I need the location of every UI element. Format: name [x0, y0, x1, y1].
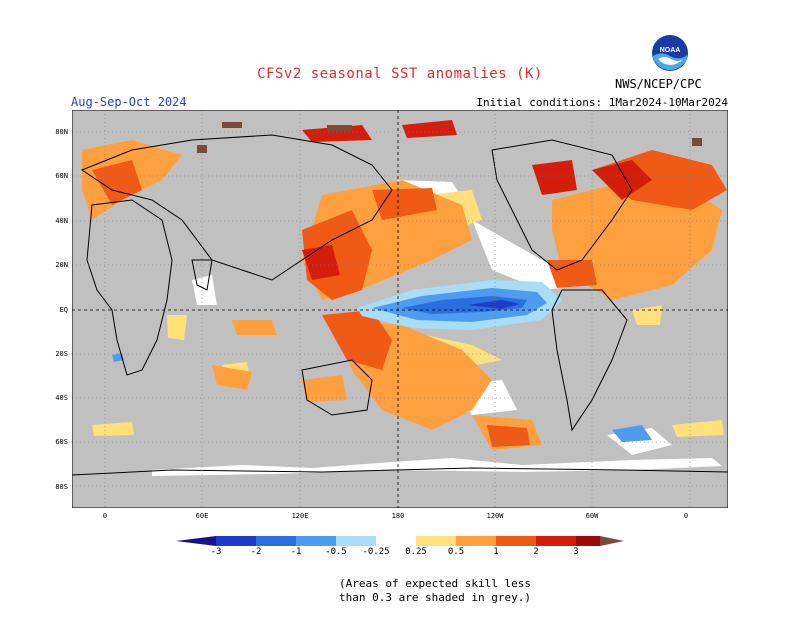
colorbar-label: -3	[210, 547, 222, 557]
colorbar-segment	[416, 536, 456, 546]
graticule	[72, 110, 728, 508]
footnote-line-1: (Areas of expected skill less	[338, 577, 532, 590]
colorbar-segment	[576, 536, 600, 546]
colorbar-label: -0.25	[362, 547, 390, 557]
colorbar-label: 3	[573, 547, 579, 557]
colorbar-label: -2	[250, 547, 262, 557]
colorbar	[176, 536, 624, 546]
noaa-logo-icon: NOAA	[652, 35, 688, 71]
warm-anomaly-deep-red	[302, 120, 652, 280]
lat-label-40n: 40N	[55, 217, 68, 225]
agency-label: NWS/NCEP/CPC	[615, 77, 702, 91]
lon-label-0: 0	[102, 512, 108, 520]
colorbar-segment	[256, 536, 296, 546]
lon-label-180: 180	[391, 512, 405, 520]
colorbar-label: -1	[290, 547, 302, 557]
lat-label-60n: 60N	[55, 172, 68, 180]
sst-anomaly-map	[72, 110, 728, 508]
coastlines	[72, 134, 728, 476]
colorbar-segment	[496, 536, 536, 546]
colorbar-label: 0.5	[447, 547, 465, 557]
colorbar-segment	[456, 536, 496, 546]
lon-label-120e: 120E	[291, 512, 309, 520]
lat-label-eq: EQ	[59, 306, 68, 314]
colorbar-segment	[536, 536, 576, 546]
lat-label-20s: 20S	[55, 350, 68, 358]
colorbar-label: -0.5	[325, 547, 347, 557]
warm-anomaly-brown	[197, 122, 702, 153]
lat-label-80s: 80S	[55, 483, 68, 491]
lon-label-120w: 120W	[486, 512, 504, 520]
lat-label-40s: 40S	[55, 394, 68, 402]
initial-conditions-label: Initial conditions: 1Mar2024-10Mar2024	[476, 96, 728, 109]
footnote-line-2: than 0.3 are shaded in grey.)	[338, 591, 532, 604]
lat-label-80n: 80N	[55, 128, 68, 136]
lat-label-20n: 20N	[55, 261, 68, 269]
colorbar-high-extension	[600, 536, 624, 546]
season-label: Aug-Sep-Oct 2024	[71, 95, 187, 109]
colorbar-segment	[216, 536, 256, 546]
colorbar-label: 1	[493, 547, 499, 557]
colorbar-segment	[296, 536, 336, 546]
colorbar-segment	[376, 536, 416, 546]
colorbar-label: 2	[533, 547, 539, 557]
colorbar-low-extension	[176, 536, 216, 546]
skill-footnote: (Areas of expected skill less than 0.3 a…	[0, 577, 800, 605]
colorbar-segment	[336, 536, 376, 546]
lon-label-60e: 60E	[195, 512, 209, 520]
cold-anomaly-tongue	[112, 280, 652, 442]
lat-label-60s: 60S	[55, 438, 68, 446]
lon-label-0-east: 0	[683, 512, 689, 520]
chart-title: CFSv2 seasonal SST anomalies (K)	[257, 66, 543, 82]
lon-label-60w: 60W	[585, 512, 599, 520]
colorbar-label: 0.25	[405, 547, 427, 557]
logo-text: NOAA	[660, 47, 681, 54]
